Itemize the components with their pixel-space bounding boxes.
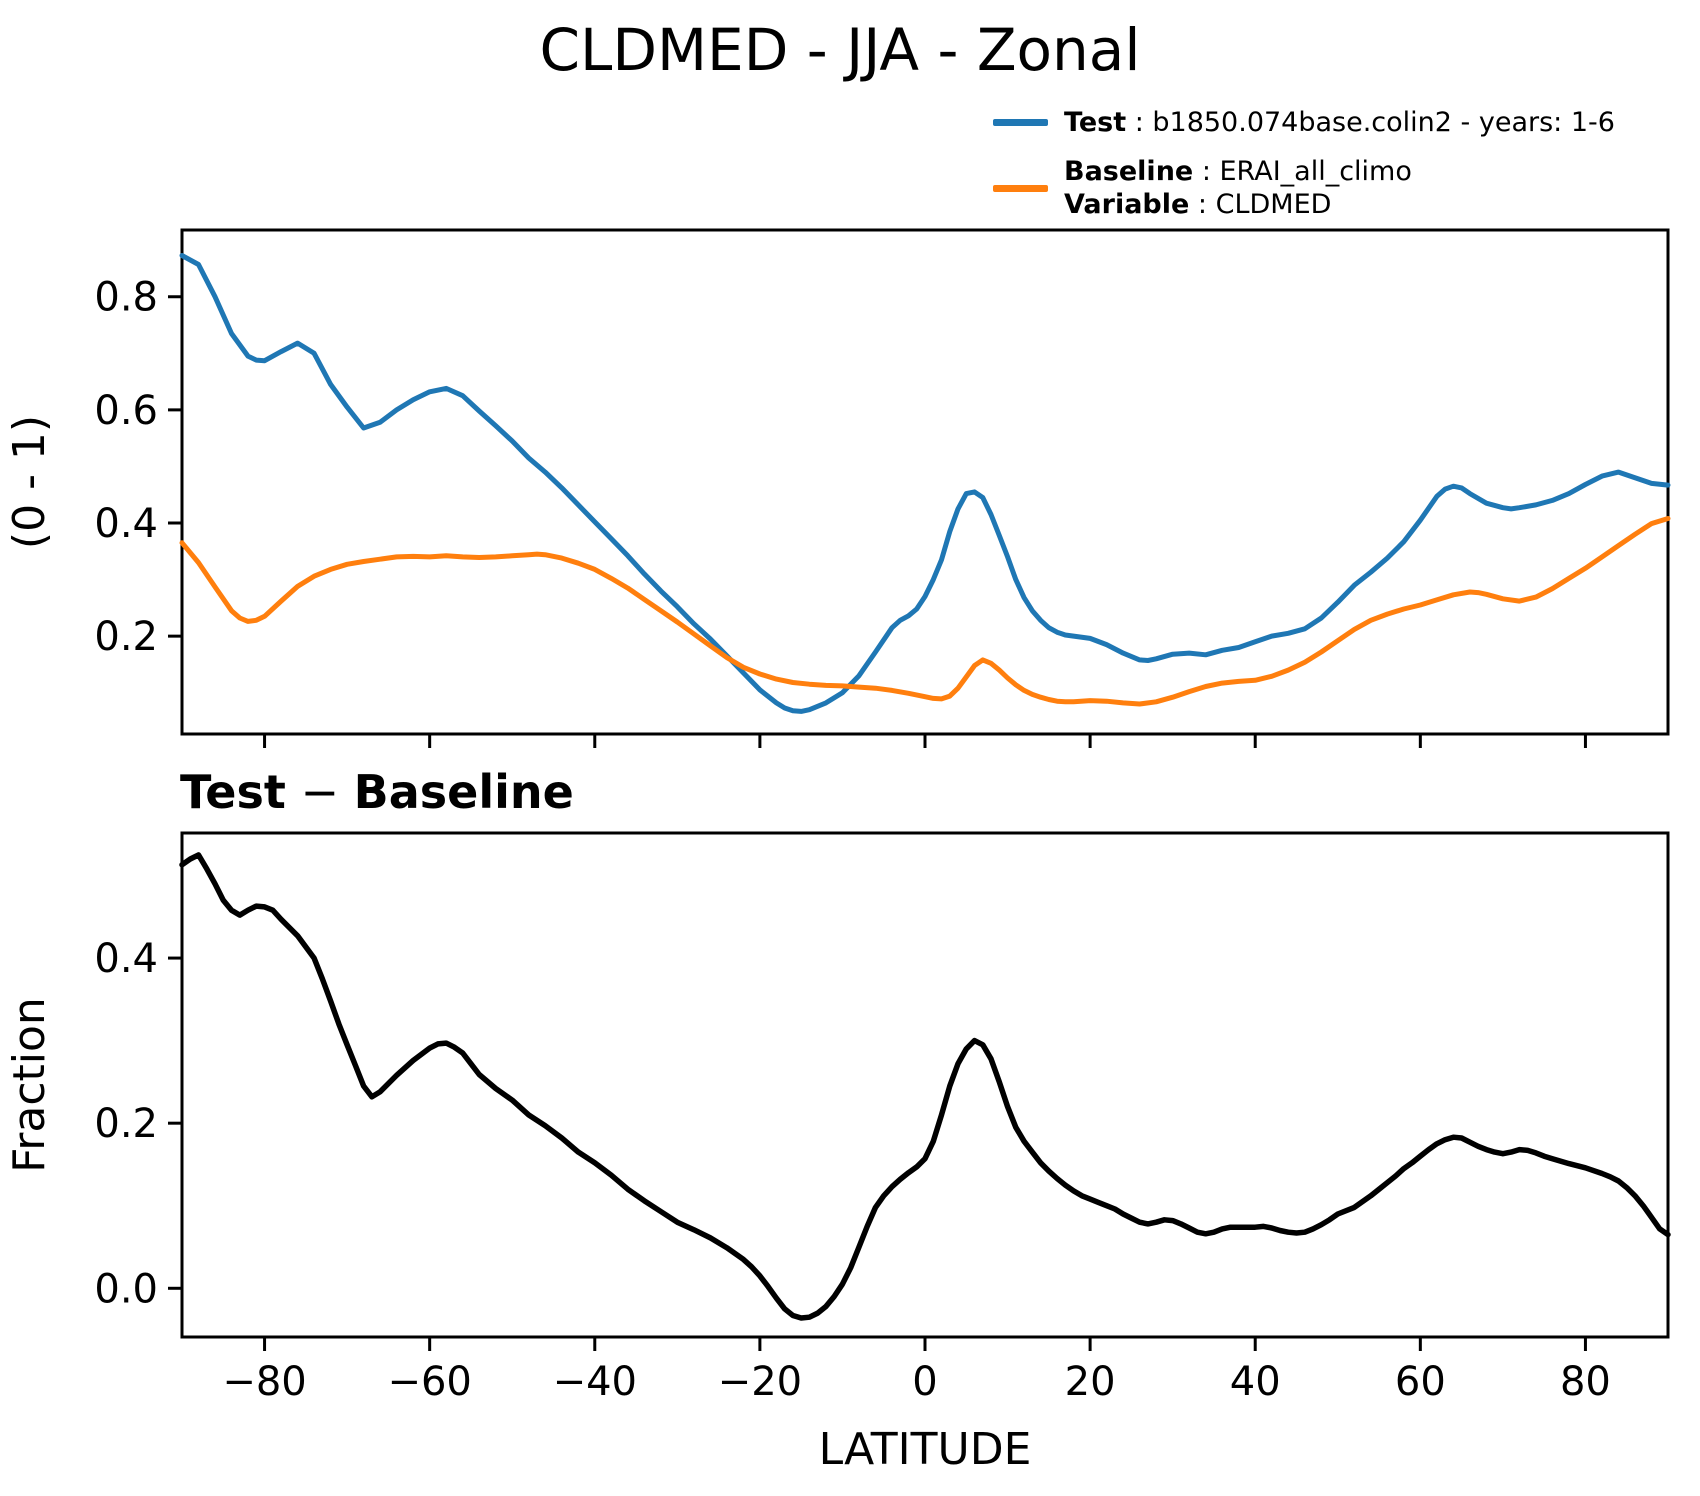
baseline-curve [179, 516, 1671, 707]
x-axis-label: LATITUDE [819, 1424, 1032, 1475]
zonal-panel-y-tick-label: 0.4 [94, 501, 158, 547]
diff-panel-y-tick-label: 0.0 [94, 1266, 158, 1312]
diff-panel-y-tick-label: 0.2 [94, 1101, 158, 1147]
legend-test-text: Test : b1850.074base.colin2 - years: 1-6 [1064, 106, 1615, 139]
diff-panel-frame [180, 831, 1670, 1339]
legend-entry-baseline: Baseline : ERAI_all_climo Variable : CLD… [993, 155, 1615, 221]
legend-variable-value: : CLDMED [1189, 189, 1332, 220]
diff-panel-x-tick-label: 20 [1065, 1359, 1116, 1405]
legend-test-key: Test [1064, 107, 1127, 138]
diff-panel: −80 −60 −40 −20 0 20 40 60 80 0.0 0.2 0.4 [94, 831, 1671, 1405]
diff-panel-x-tick-label: 40 [1230, 1359, 1281, 1405]
diff-title-minus: − [286, 765, 354, 819]
diff-title-test: Test [180, 765, 286, 819]
baseline-line-swatch [993, 184, 1048, 192]
diff-panel-y-tick-label: 0.4 [94, 936, 158, 982]
diff-panel-x-tick-label: 60 [1395, 1359, 1446, 1405]
figure-title: CLDMED - JJA - Zonal [539, 16, 1141, 84]
legend-entry-test: Test : b1850.074base.colin2 - years: 1-6 [993, 106, 1615, 139]
test-minus-baseline-curve [179, 852, 1671, 1321]
legend-variable-key: Variable [1064, 189, 1190, 220]
test-line-swatch [993, 119, 1048, 126]
diff-panel-x-tick-label: −20 [718, 1359, 802, 1405]
zonal-panel-frame [180, 228, 1670, 736]
diff-panel-x-tick-label: 0 [912, 1359, 937, 1405]
diff-panel-x-tick-label: 80 [1560, 1359, 1611, 1405]
legend-test-value: : b1850.074base.colin2 - years: 1-6 [1126, 107, 1615, 138]
legend-baseline-text: Baseline : ERAI_all_climo Variable : CLD… [1064, 155, 1412, 221]
legend: Test : b1850.074base.colin2 - years: 1-6… [993, 106, 1615, 221]
zonal-panel-y-tick-label: 0.8 [94, 275, 158, 321]
diff-panel-x-tick-label: −40 [553, 1359, 637, 1405]
diff-panel-x-tick-label: −80 [222, 1359, 306, 1405]
legend-baseline-value: : ERAI_all_climo [1193, 156, 1412, 187]
bottom-panel-ylabel: Fraction [4, 997, 55, 1173]
diff-panel-title: Test − Baseline [180, 765, 574, 819]
test-curve [179, 253, 1671, 714]
top-panel-ylabel: (0 - 1) [4, 415, 55, 549]
diff-panel-x-tick-label: −60 [387, 1359, 471, 1405]
zonal-panel-y-tick-label: 0.6 [94, 388, 158, 434]
legend-baseline-key: Baseline [1064, 156, 1194, 187]
diff-title-baseline: Baseline [354, 765, 574, 819]
zonal-panel: 0.2 0.4 0.6 0.8 [94, 228, 1671, 748]
zonal-panel-y-tick-label: 0.2 [94, 614, 158, 660]
